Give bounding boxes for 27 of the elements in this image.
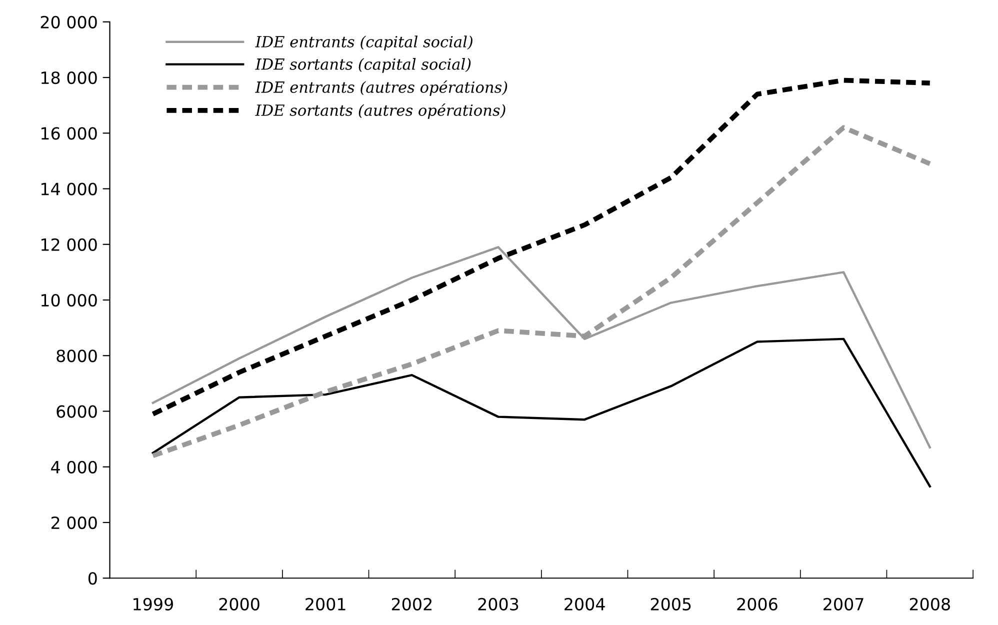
- x-tick-label: 2003: [478, 598, 518, 610]
- y-tick-label: 8000: [56, 350, 97, 362]
- x-tick-label: 2001: [306, 598, 346, 610]
- y-tick-label: 14 000: [41, 182, 97, 196]
- x-tick-label: 2006: [737, 598, 778, 610]
- x-tick-label: 2002: [392, 598, 432, 610]
- y-tick-label: 10 000: [41, 294, 97, 307]
- y-tick-label: 12 000: [41, 238, 97, 251]
- x-tick-label: 2008: [910, 598, 950, 610]
- x-tick-label: 2000: [219, 598, 260, 610]
- x-tick-label: 2007: [824, 598, 864, 610]
- legend-label: IDE sortants (capital social): [255, 58, 471, 73]
- y-tick-label: 0: [88, 572, 97, 585]
- x-tick-label: 2005: [650, 598, 691, 610]
- y-tick-label: 20 000: [40, 16, 97, 28]
- x-tick-label: 1999: [134, 598, 173, 610]
- y-tick-label: 2 000: [51, 516, 97, 530]
- y-tick-label: 6000: [56, 405, 97, 418]
- line-series: [150, 125, 932, 458]
- y-tick-label: 16 000: [41, 127, 97, 140]
- legend-label: IDE sortants (autres opérations): [255, 104, 506, 119]
- legend-label: IDE entrants (autres opérations): [255, 80, 508, 96]
- y-tick-label: 18 000: [41, 71, 97, 84]
- x-tick-label: 2004: [564, 598, 605, 610]
- legend-label: IDE entrants (capital social): [255, 36, 472, 50]
- line-series: [152, 338, 931, 488]
- y-tick-label: 4 000: [51, 460, 97, 474]
